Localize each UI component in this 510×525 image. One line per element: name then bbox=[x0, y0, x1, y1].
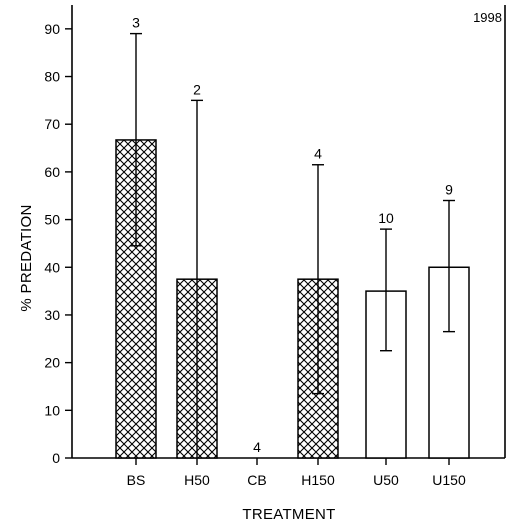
y-tick-label: 60 bbox=[44, 164, 60, 180]
sample-size-labels: 3 2 4 4 10 9 bbox=[132, 15, 453, 455]
error-bar-bs bbox=[130, 32, 142, 247]
y-axis-ticks: 0 10 20 30 40 50 60 70 80 90 bbox=[44, 21, 72, 466]
y-tick-label: 20 bbox=[44, 355, 60, 371]
x-tick-label-bs: BS bbox=[127, 472, 146, 488]
x-tick-label-cb: CB bbox=[247, 472, 266, 488]
y-axis-title: % PREDATION bbox=[18, 204, 35, 311]
y-tick-label: 80 bbox=[44, 69, 60, 85]
error-bars-group bbox=[130, 32, 455, 458]
sample-size-label-u50: 10 bbox=[378, 210, 394, 226]
error-bar-h50 bbox=[191, 99, 203, 458]
y-tick-label: 90 bbox=[44, 21, 60, 37]
sample-size-label-bs: 3 bbox=[132, 15, 140, 31]
y-tick-label: 30 bbox=[44, 307, 60, 323]
bars-group bbox=[115, 139, 470, 459]
y-tick-label: 40 bbox=[44, 259, 60, 275]
x-tick-label-u150: U150 bbox=[432, 472, 466, 488]
sample-size-label-cb: 4 bbox=[253, 439, 261, 455]
x-tick-label-h50: H50 bbox=[184, 472, 210, 488]
y-tick-label: 0 bbox=[52, 450, 60, 466]
year-annotation: 1998 bbox=[473, 10, 502, 25]
y-tick-label: 10 bbox=[44, 402, 60, 418]
error-bar-u150 bbox=[443, 199, 455, 333]
sample-size-label-u150: 9 bbox=[445, 182, 453, 198]
x-axis-title: TREATMENT bbox=[242, 506, 335, 523]
x-axis-ticks: BS H50 CB H150 U50 U150 bbox=[127, 458, 466, 488]
sample-size-label-h50: 2 bbox=[193, 81, 201, 97]
sample-size-label-h150: 4 bbox=[314, 146, 322, 162]
x-tick-label-u50: U50 bbox=[373, 472, 399, 488]
y-tick-label: 50 bbox=[44, 212, 60, 228]
error-bar-u50 bbox=[380, 228, 392, 352]
y-tick-label: 70 bbox=[44, 116, 60, 132]
x-tick-label-h150: H150 bbox=[301, 472, 335, 488]
error-bar-h150 bbox=[312, 164, 324, 395]
